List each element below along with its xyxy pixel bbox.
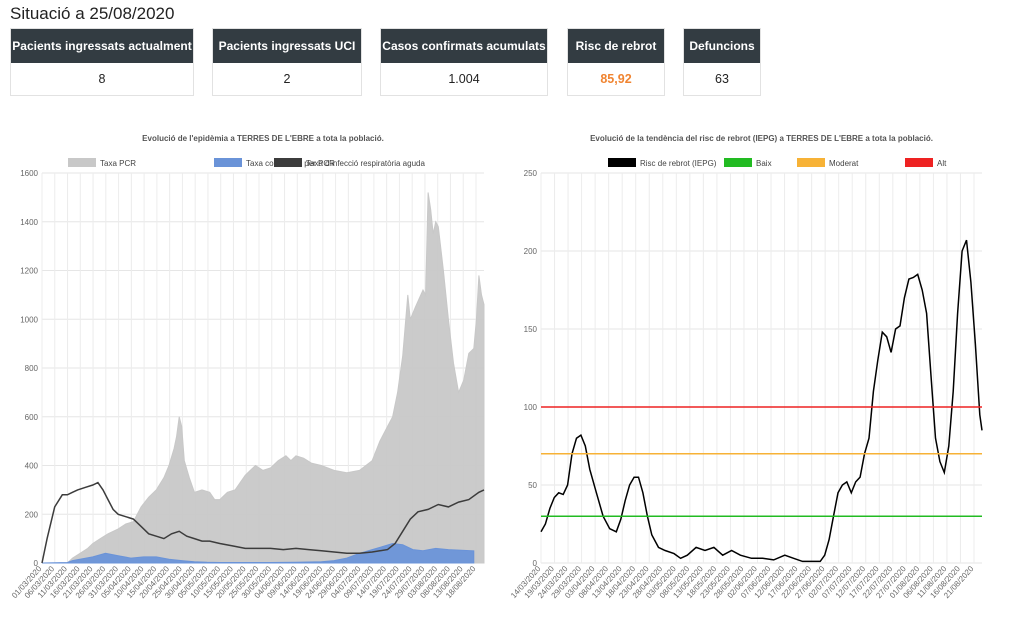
- y-tick-label: 200: [524, 247, 538, 256]
- legend-label: Taxa d'infecció respiratòria aguda: [306, 159, 425, 168]
- legend-swatch: [214, 158, 242, 167]
- legend-label: Baix: [756, 159, 772, 168]
- series-area: [41, 542, 475, 564]
- card-confirmed-cases: Casos confirmats acumulats 1.004: [380, 28, 548, 96]
- series-line: [41, 481, 485, 564]
- card-label: Pacients ingressats actualment: [11, 29, 193, 63]
- card-icu-patients: Pacients ingressats UCI 2: [212, 28, 362, 96]
- y-tick-label: 400: [25, 462, 39, 471]
- epidemic-evolution-chart: Evolució de l'epidèmia a TERRES DE L'EBR…: [10, 134, 485, 600]
- y-tick-label: 250: [524, 169, 538, 178]
- legend-label: Risc de rebrot (IEPG): [640, 159, 717, 168]
- y-tick-label: 600: [25, 413, 39, 422]
- chart-title: Evolució de l'epidèmia a TERRES DE L'EBR…: [142, 134, 384, 143]
- y-tick-label: 50: [528, 481, 537, 490]
- card-label: Risc de rebrot: [568, 29, 664, 63]
- y-tick-label: 100: [524, 403, 538, 412]
- legend-swatch: [797, 158, 825, 167]
- y-tick-label: 0: [533, 559, 538, 568]
- card-value: 2: [283, 72, 291, 86]
- rebound-risk-chart: Evolució de la tendència del risc de reb…: [509, 134, 983, 600]
- y-tick-label: 150: [524, 325, 538, 334]
- legend-swatch: [905, 158, 933, 167]
- y-tick-label: 1000: [20, 315, 38, 324]
- y-tick-label: 800: [25, 364, 39, 373]
- legend-swatch: [274, 158, 302, 167]
- card-deaths: Defuncions 63: [683, 28, 761, 96]
- series-line: [540, 239, 983, 563]
- legend-swatch: [68, 158, 96, 167]
- series-area: [42, 192, 485, 564]
- legend-label: Moderat: [829, 159, 859, 168]
- legend-swatch: [608, 158, 636, 167]
- card-rebound-risk: Risc de rebrot 85,92: [567, 28, 665, 96]
- chart-title: Evolució de la tendència del risc de reb…: [590, 134, 933, 143]
- card-label: Defuncions: [684, 29, 760, 63]
- card-patients-admitted: Pacients ingressats actualment 8: [10, 28, 194, 96]
- legend-swatch: [724, 158, 752, 167]
- legend-label: Taxa PCR: [100, 159, 136, 168]
- y-tick-label: 1400: [20, 218, 38, 227]
- y-tick-label: 1600: [20, 169, 38, 178]
- y-tick-label: 0: [34, 559, 39, 568]
- legend-label: Alt: [937, 159, 947, 168]
- card-value: 63: [715, 72, 729, 86]
- card-label: Casos confirmats acumulats: [381, 29, 547, 63]
- card-label: Pacients ingressats UCI: [213, 29, 361, 63]
- card-value: 85,92: [600, 72, 632, 86]
- page-title: Situació a 25/08/2020: [10, 4, 175, 23]
- y-tick-label: 1200: [20, 267, 38, 276]
- y-tick-label: 200: [25, 510, 39, 519]
- card-value: 1.004: [448, 72, 480, 86]
- card-value: 8: [98, 72, 106, 86]
